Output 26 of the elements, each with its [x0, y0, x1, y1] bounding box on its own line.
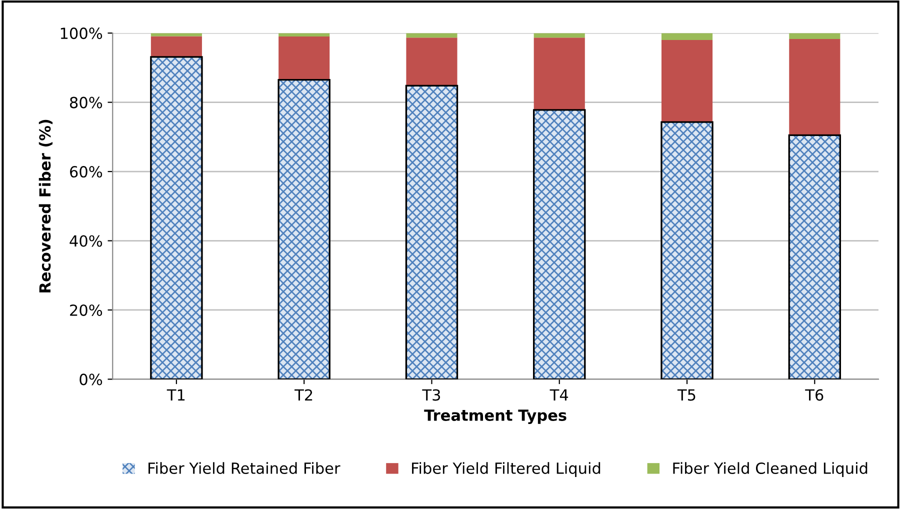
- x-tick-label: T2: [294, 389, 312, 401]
- x-tick-label: T6: [805, 389, 824, 401]
- y-tick-label: 100%: [60, 28, 102, 40]
- x-tick-label: T5: [677, 389, 696, 401]
- legend-label: Fiber Yield Filtered Liquid: [412, 462, 600, 477]
- x-tick-label: T3: [422, 389, 440, 401]
- bar: [150, 36, 202, 57]
- y-tick-label: 80%: [70, 96, 102, 108]
- y-tick-label: 0%: [80, 374, 102, 386]
- bar: [789, 38, 840, 136]
- bar: [406, 33, 458, 38]
- y-axis-title: Recovered Fiber (%): [38, 120, 53, 292]
- bar: [661, 40, 713, 122]
- bar: [278, 36, 330, 80]
- bar: [661, 33, 713, 40]
- legend-label: Fiber Yield Cleaned Liquid: [673, 462, 868, 477]
- x-tick-label: T4: [550, 389, 568, 401]
- bar: [789, 33, 840, 39]
- legend-label: Fiber Yield Retained Fiber: [148, 462, 340, 474]
- x-tick-label: T1: [166, 389, 185, 401]
- x-axis-title: Treatment Types: [424, 410, 566, 424]
- y-tick-label: 60%: [70, 166, 102, 178]
- bar: [534, 38, 585, 110]
- bar: [406, 38, 458, 86]
- y-tick-label: 20%: [70, 304, 102, 316]
- y-tick-label: 40%: [70, 235, 102, 247]
